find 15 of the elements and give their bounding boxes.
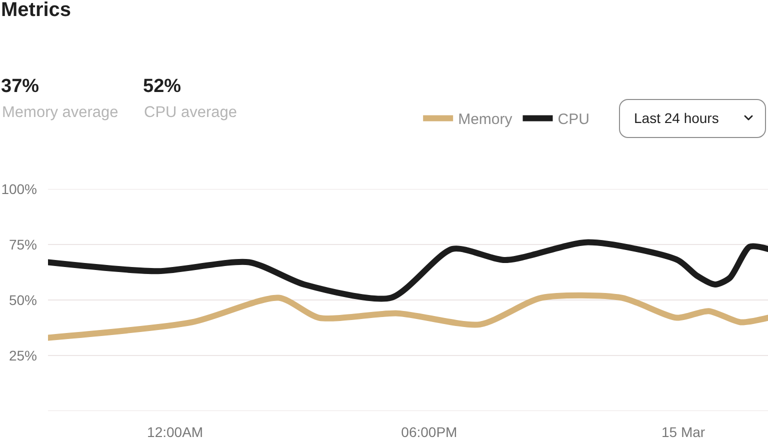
x-tick-label: 06:00PM (401, 424, 458, 440)
chart-title: Metrics (1, 0, 72, 22)
legend-label: Memory (458, 111, 513, 128)
text: 37% (1, 76, 40, 98)
dropdown: Last 24 hours (619, 99, 766, 138)
text: Memory average (2, 104, 118, 122)
y-tick-label: 75% (8, 236, 37, 252)
y-tick-label: 100% (1, 180, 37, 197)
y-tick-label: 25% (8, 347, 37, 364)
x-tick-label: 15 Mar (662, 424, 706, 440)
x-tick-label: 12:00AM (147, 424, 204, 440)
y-tick-label: 50% (8, 292, 37, 308)
text: 52% (143, 76, 182, 98)
legend-label: CPU (558, 111, 590, 128)
text: CPU average (144, 104, 238, 122)
